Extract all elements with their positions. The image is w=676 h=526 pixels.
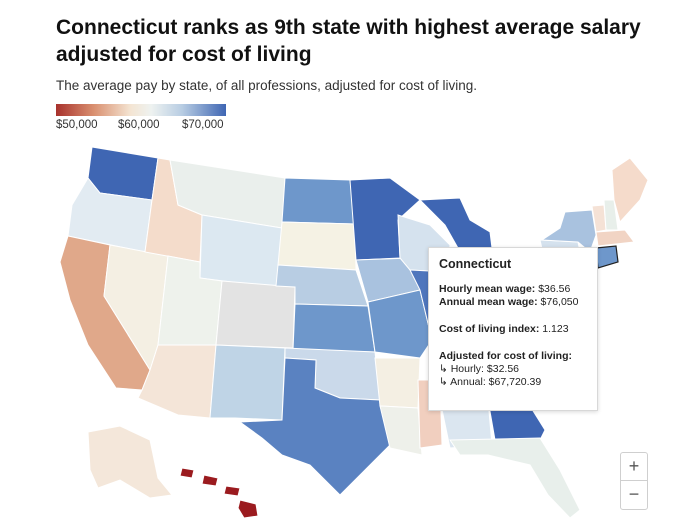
legend-label-low: $50,000 xyxy=(56,119,98,131)
state-kansas[interactable] xyxy=(292,303,376,353)
state-maine[interactable] xyxy=(611,157,649,224)
state-missouri[interactable] xyxy=(367,289,433,359)
color-legend: $50,000 $60,000 $70,000 xyxy=(56,104,226,135)
state-new-mexico[interactable] xyxy=(209,344,286,421)
zoom-out-button[interactable]: − xyxy=(628,484,640,504)
state-hawaii[interactable] xyxy=(179,467,259,519)
tooltip-hourly-wage: Hourly mean wage: $36.56 xyxy=(439,283,571,295)
legend-label-high: $70,000 xyxy=(182,119,224,131)
legend-gradient xyxy=(56,104,226,116)
chart-title: Connecticut ranks as 9th state with high… xyxy=(56,16,641,66)
state-arkansas[interactable] xyxy=(374,357,421,409)
tooltip-state-name: Connecticut xyxy=(439,257,512,271)
state-south-dakota[interactable] xyxy=(277,221,357,271)
tooltip-adjusted-annual: ↳ Annual: $67,720.39 xyxy=(439,376,542,388)
legend-label-mid: $60,000 xyxy=(118,119,160,131)
tooltip-annual-wage: Annual mean wage: $76,050 xyxy=(439,296,579,308)
state-colorado[interactable] xyxy=(215,280,296,349)
state-wyoming[interactable] xyxy=(199,214,283,289)
tooltip-adjusted-hourly: ↳ Hourly: $32.56 xyxy=(439,363,520,375)
state-texas[interactable] xyxy=(238,357,391,496)
zoom-in-button[interactable]: + xyxy=(621,453,647,481)
tooltip-adjusted-label: Adjusted for cost of living: xyxy=(439,350,572,362)
tooltip-col-index: Cost of living index: 1.123 xyxy=(439,323,569,335)
chart-subtitle: The average pay by state, of all profess… xyxy=(56,78,477,93)
state-louisiana[interactable] xyxy=(379,405,423,456)
state-alaska[interactable] xyxy=(87,425,173,499)
state-massachusetts[interactable] xyxy=(595,229,635,247)
us-map[interactable] xyxy=(0,130,676,526)
state-tooltip: Connecticut Hourly mean wage: $36.56 Ann… xyxy=(428,247,598,411)
state-florida[interactable] xyxy=(449,437,581,519)
zoom-control: + − xyxy=(620,452,648,510)
state-connecticut[interactable] xyxy=(595,245,619,269)
state-north-dakota[interactable] xyxy=(281,177,356,225)
